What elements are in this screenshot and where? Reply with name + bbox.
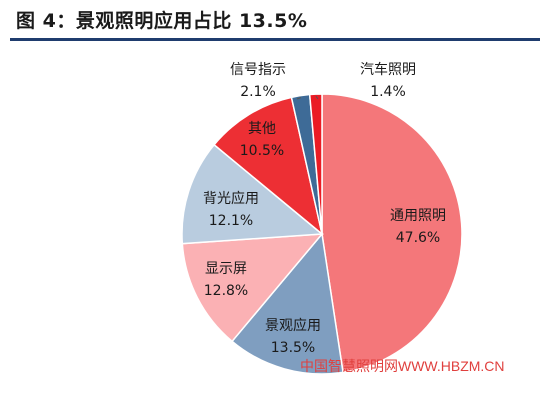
- slice-label-name-landscape: 景观应用: [265, 317, 321, 334]
- pie-slice-general-lighting: [321, 93, 463, 374]
- slice-label-value-other: 10.5%: [240, 143, 284, 159]
- slice-label-value-automotive: 1.4%: [370, 84, 406, 100]
- slice-label-value-display: 12.8%: [204, 283, 248, 299]
- slice-label-value-signal: 2.1%: [240, 84, 276, 100]
- slice-label-name-signal: 信号指示: [230, 62, 286, 78]
- pie-slice-display: [181, 233, 324, 343]
- slice-label-value-landscape: 13.5%: [271, 340, 315, 356]
- slice-label-name-backlight: 背光应用: [203, 190, 259, 207]
- pie-slice-landscape: [231, 232, 344, 375]
- slice-labels: 通用照明 47.6% 景观应用 13.5% 显示屏 12.8% 背光应用 12.1% 其他 10.…: [203, 61, 446, 356]
- figure-title: 图 4：景观照明应用占比 13.5%: [16, 10, 308, 32]
- pie-slice-other: [213, 96, 324, 236]
- slice-label-name-other: 其他: [248, 121, 276, 137]
- slice-label-value-backlight: 12.1%: [209, 213, 253, 229]
- pie-slice-backlight: [181, 143, 324, 245]
- pie-slice-automotive: [308, 93, 323, 235]
- slice-label-name-automotive: 汽车照明: [360, 61, 416, 78]
- leader-line-automotive: [315, 95, 319, 100]
- title-rule: [10, 38, 540, 41]
- slice-label-name-general-lighting: 通用照明: [390, 208, 446, 224]
- watermark: 中国智慧照明网WWW.HBZM.CN: [300, 358, 505, 374]
- pie-slices: [181, 93, 463, 375]
- leader-line-signal: [296, 97, 302, 100]
- slice-label-name-display: 显示屏: [205, 261, 247, 277]
- leader-lines: [296, 95, 319, 100]
- slice-label-value-general-lighting: 47.6%: [396, 230, 440, 246]
